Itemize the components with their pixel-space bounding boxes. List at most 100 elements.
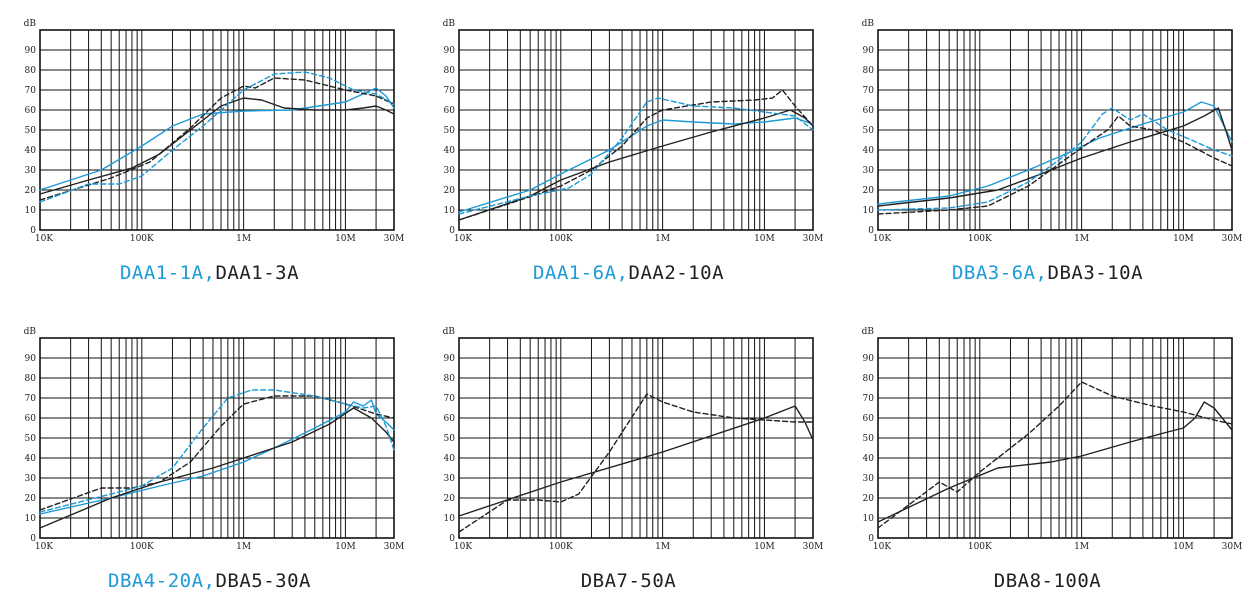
chart-svg: 0 10 20 30 40 50 60 70 80 90 dB 10K 100K 1M 10M 30M bbox=[443, 327, 824, 552]
x-tick-label: 1M bbox=[1074, 234, 1089, 244]
caption-part: DAA1-1A, bbox=[119, 262, 216, 284]
y-tick-label: 30 bbox=[25, 474, 37, 484]
y-tick-label: 70 bbox=[444, 394, 456, 404]
y-tick-label: 10 bbox=[863, 206, 875, 216]
y-tick-label: 30 bbox=[444, 166, 456, 176]
y-tick-label: 80 bbox=[863, 66, 875, 76]
chart-caption: DAA1-1A,DAA1-3A bbox=[0, 262, 419, 284]
x-tick-label: 1M bbox=[655, 542, 670, 552]
chart-caption: DBA8-100A bbox=[838, 570, 1257, 592]
series-line-black-solid bbox=[877, 401, 1233, 523]
x-tick-label: 10M bbox=[1173, 234, 1194, 244]
y-tick-label: 10 bbox=[25, 514, 37, 524]
y-tick-label: 80 bbox=[25, 66, 37, 76]
series-line-blue-solid bbox=[458, 117, 814, 213]
plot-frame bbox=[877, 337, 1233, 539]
chart-caption: DBA3-6A,DBA3-10A bbox=[838, 262, 1257, 284]
x-tick-label: 10M bbox=[1173, 542, 1194, 552]
y-tick-label: 60 bbox=[444, 414, 456, 424]
y-tick-label: 0 bbox=[30, 534, 36, 544]
chart-svg: 0 10 20 30 40 50 60 70 80 90 dB 10K 100K 1M 10M 30M bbox=[24, 327, 405, 552]
x-tick-label: 10M bbox=[754, 542, 775, 552]
y-tick-label: 20 bbox=[863, 494, 875, 504]
y-tick-label: 40 bbox=[25, 454, 37, 464]
y-tick-label: 80 bbox=[444, 66, 456, 76]
y-tick-label: 90 bbox=[25, 354, 37, 364]
x-tick-label: 30M bbox=[803, 234, 824, 244]
y-axis-label: dB bbox=[24, 19, 37, 29]
x-tick-label: 10K bbox=[873, 234, 891, 244]
x-tick-label: 100K bbox=[968, 542, 992, 552]
x-tick-label: 10K bbox=[454, 234, 472, 244]
series-line-blue-solid bbox=[39, 87, 395, 191]
x-tick-label: 10K bbox=[35, 234, 53, 244]
x-tick-label: 1M bbox=[655, 234, 670, 244]
chart-svg: 0 10 20 30 40 50 60 70 80 90 dB 10K 100K 1M 10M 30M bbox=[443, 19, 824, 244]
y-tick-label: 10 bbox=[25, 206, 37, 216]
y-tick-label: 40 bbox=[25, 146, 37, 156]
y-tick-label: 70 bbox=[444, 86, 456, 96]
y-tick-label: 70 bbox=[25, 86, 37, 96]
y-tick-label: 40 bbox=[863, 146, 875, 156]
series-line-black-solid bbox=[458, 405, 814, 517]
x-tick-label: 100K bbox=[130, 234, 154, 244]
y-axis-label: dB bbox=[862, 19, 875, 29]
caption-part: DAA2-10A bbox=[628, 262, 725, 284]
y-tick-label: 10 bbox=[863, 514, 875, 524]
caption-part: DBA5-30A bbox=[215, 570, 311, 592]
series-line-black-dashed bbox=[877, 115, 1233, 215]
y-tick-label: 30 bbox=[444, 474, 456, 484]
y-tick-label: 50 bbox=[863, 434, 875, 444]
y-axis-label: dB bbox=[24, 327, 37, 337]
y-tick-label: 70 bbox=[863, 86, 875, 96]
x-tick-label: 1M bbox=[236, 542, 251, 552]
y-tick-label: 40 bbox=[444, 454, 456, 464]
y-tick-label: 0 bbox=[449, 534, 455, 544]
x-tick-label: 1M bbox=[1074, 542, 1089, 552]
chart-panel-1: 0 10 20 30 40 50 60 70 80 90 dB 10K 100K 1M 10M 30M DAA1… bbox=[0, 0, 419, 308]
chart-svg: 0 10 20 30 40 50 60 70 80 90 dB 10K 100K 1M 10M 30M bbox=[862, 327, 1243, 552]
series-line-blue-solid bbox=[877, 101, 1233, 205]
chart-caption: DAA1-6A,DAA2-10A bbox=[419, 262, 838, 284]
y-tick-label: 0 bbox=[868, 534, 874, 544]
chart-panel-6: 0 10 20 30 40 50 60 70 80 90 dB 10K 100K 1M 10M 30M DBA8… bbox=[838, 308, 1257, 616]
chart-svg: 0 10 20 30 40 50 60 70 80 90 dB 10K 100K 1M 10M 30M bbox=[24, 19, 405, 244]
chart-panel-3: 0 10 20 30 40 50 60 70 80 90 dB 10K 100K 1M 10M 30M DBA3… bbox=[838, 0, 1257, 308]
x-tick-label: 100K bbox=[549, 234, 573, 244]
x-tick-label: 10M bbox=[335, 234, 356, 244]
y-tick-label: 50 bbox=[444, 126, 456, 136]
y-tick-label: 90 bbox=[444, 354, 456, 364]
x-tick-label: 10K bbox=[35, 542, 53, 552]
x-tick-label: 30M bbox=[1222, 542, 1243, 552]
chart-panel-2: 0 10 20 30 40 50 60 70 80 90 dB 10K 100K 1M 10M 30M DAA1… bbox=[419, 0, 838, 308]
x-tick-label: 100K bbox=[968, 234, 992, 244]
y-tick-label: 60 bbox=[863, 414, 875, 424]
y-tick-label: 80 bbox=[25, 374, 37, 384]
chart-caption: DBA4-20A,DBA5-30A bbox=[0, 570, 419, 592]
x-tick-label: 100K bbox=[130, 542, 154, 552]
y-tick-label: 30 bbox=[25, 166, 37, 176]
series-line-blue-dashed bbox=[458, 97, 814, 215]
y-tick-label: 50 bbox=[25, 126, 37, 136]
series-line-black-dashed bbox=[458, 393, 814, 533]
series-line-black-dashed bbox=[877, 381, 1233, 529]
y-tick-label: 40 bbox=[444, 146, 456, 156]
chart-panel-5: 0 10 20 30 40 50 60 70 80 90 dB 10K 100K 1M 10M 30M DBA7… bbox=[419, 308, 838, 616]
y-tick-label: 50 bbox=[863, 126, 875, 136]
y-axis-label: dB bbox=[443, 19, 456, 29]
x-tick-label: 30M bbox=[384, 234, 405, 244]
series-line-black-solid bbox=[458, 109, 814, 221]
x-tick-label: 30M bbox=[1222, 234, 1243, 244]
y-tick-label: 40 bbox=[863, 454, 875, 464]
y-tick-label: 60 bbox=[863, 106, 875, 116]
x-tick-label: 1M bbox=[236, 234, 251, 244]
chart-panel-4: 0 10 20 30 40 50 60 70 80 90 dB 10K 100K 1M 10M 30M DBA4… bbox=[0, 308, 419, 616]
y-tick-label: 30 bbox=[863, 474, 875, 484]
series-line-blue-dashed bbox=[39, 389, 395, 513]
series-line-black-solid bbox=[39, 97, 395, 195]
y-tick-label: 20 bbox=[444, 186, 456, 196]
plot-frame bbox=[39, 337, 395, 539]
y-tick-label: 90 bbox=[863, 46, 875, 56]
y-tick-label: 0 bbox=[30, 226, 36, 236]
